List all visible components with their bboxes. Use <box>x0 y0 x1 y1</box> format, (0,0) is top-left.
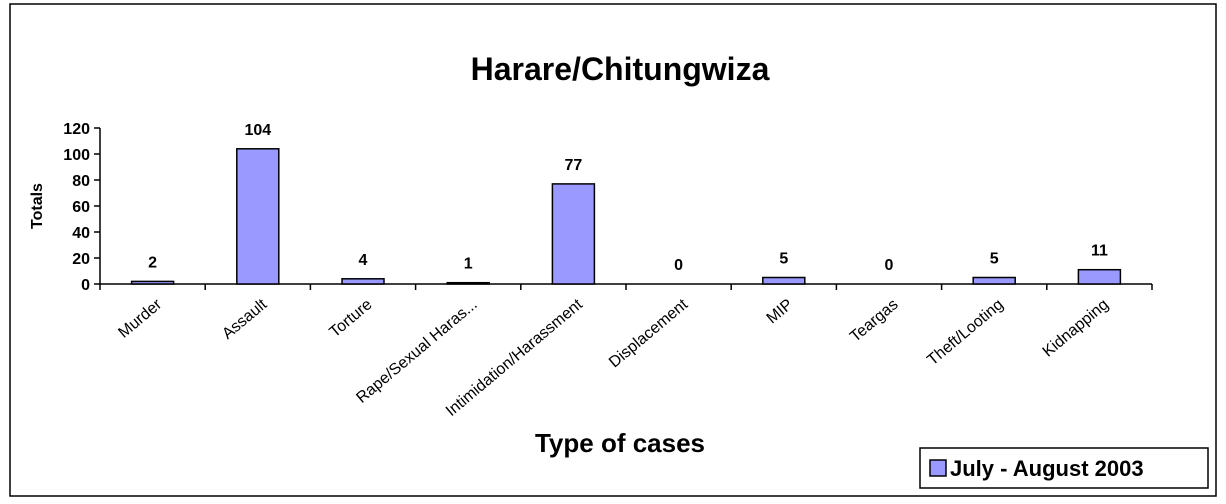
bar <box>1077 268 1122 285</box>
legend-swatch <box>929 459 947 477</box>
value-label: 1 <box>464 256 473 273</box>
value-label: 5 <box>990 251 999 268</box>
chart-title: Harare/Chitungwiza <box>471 51 770 87</box>
value-label: 0 <box>885 257 894 274</box>
bar <box>446 281 490 285</box>
value-label: 0 <box>674 257 683 274</box>
y-tick-label: 120 <box>63 121 90 138</box>
value-label: 4 <box>359 252 368 269</box>
value-label: 2 <box>148 254 157 271</box>
value-label: 77 <box>565 157 583 174</box>
y-tick-label: 60 <box>72 199 90 216</box>
bar <box>130 280 175 285</box>
chart-border <box>9 3 1217 497</box>
legend-label: July - August 2003 <box>950 456 1144 481</box>
bar <box>762 276 806 285</box>
bar <box>236 148 280 285</box>
bar <box>551 183 596 285</box>
x-axis-label: Type of cases <box>535 428 705 458</box>
value-label: 5 <box>779 251 788 268</box>
bar <box>341 278 385 285</box>
legend <box>919 447 1209 489</box>
value-label: 11 <box>1091 243 1108 260</box>
y-tick-label: 80 <box>72 173 90 190</box>
y-tick-label: 0 <box>81 277 90 294</box>
y-tick-label: 100 <box>63 147 90 164</box>
y-axis-label: Totals <box>29 183 46 229</box>
value-label: 104 <box>244 122 271 139</box>
bar <box>972 276 1016 285</box>
y-tick-label: 20 <box>72 251 90 268</box>
y-tick-label: 40 <box>72 225 90 242</box>
